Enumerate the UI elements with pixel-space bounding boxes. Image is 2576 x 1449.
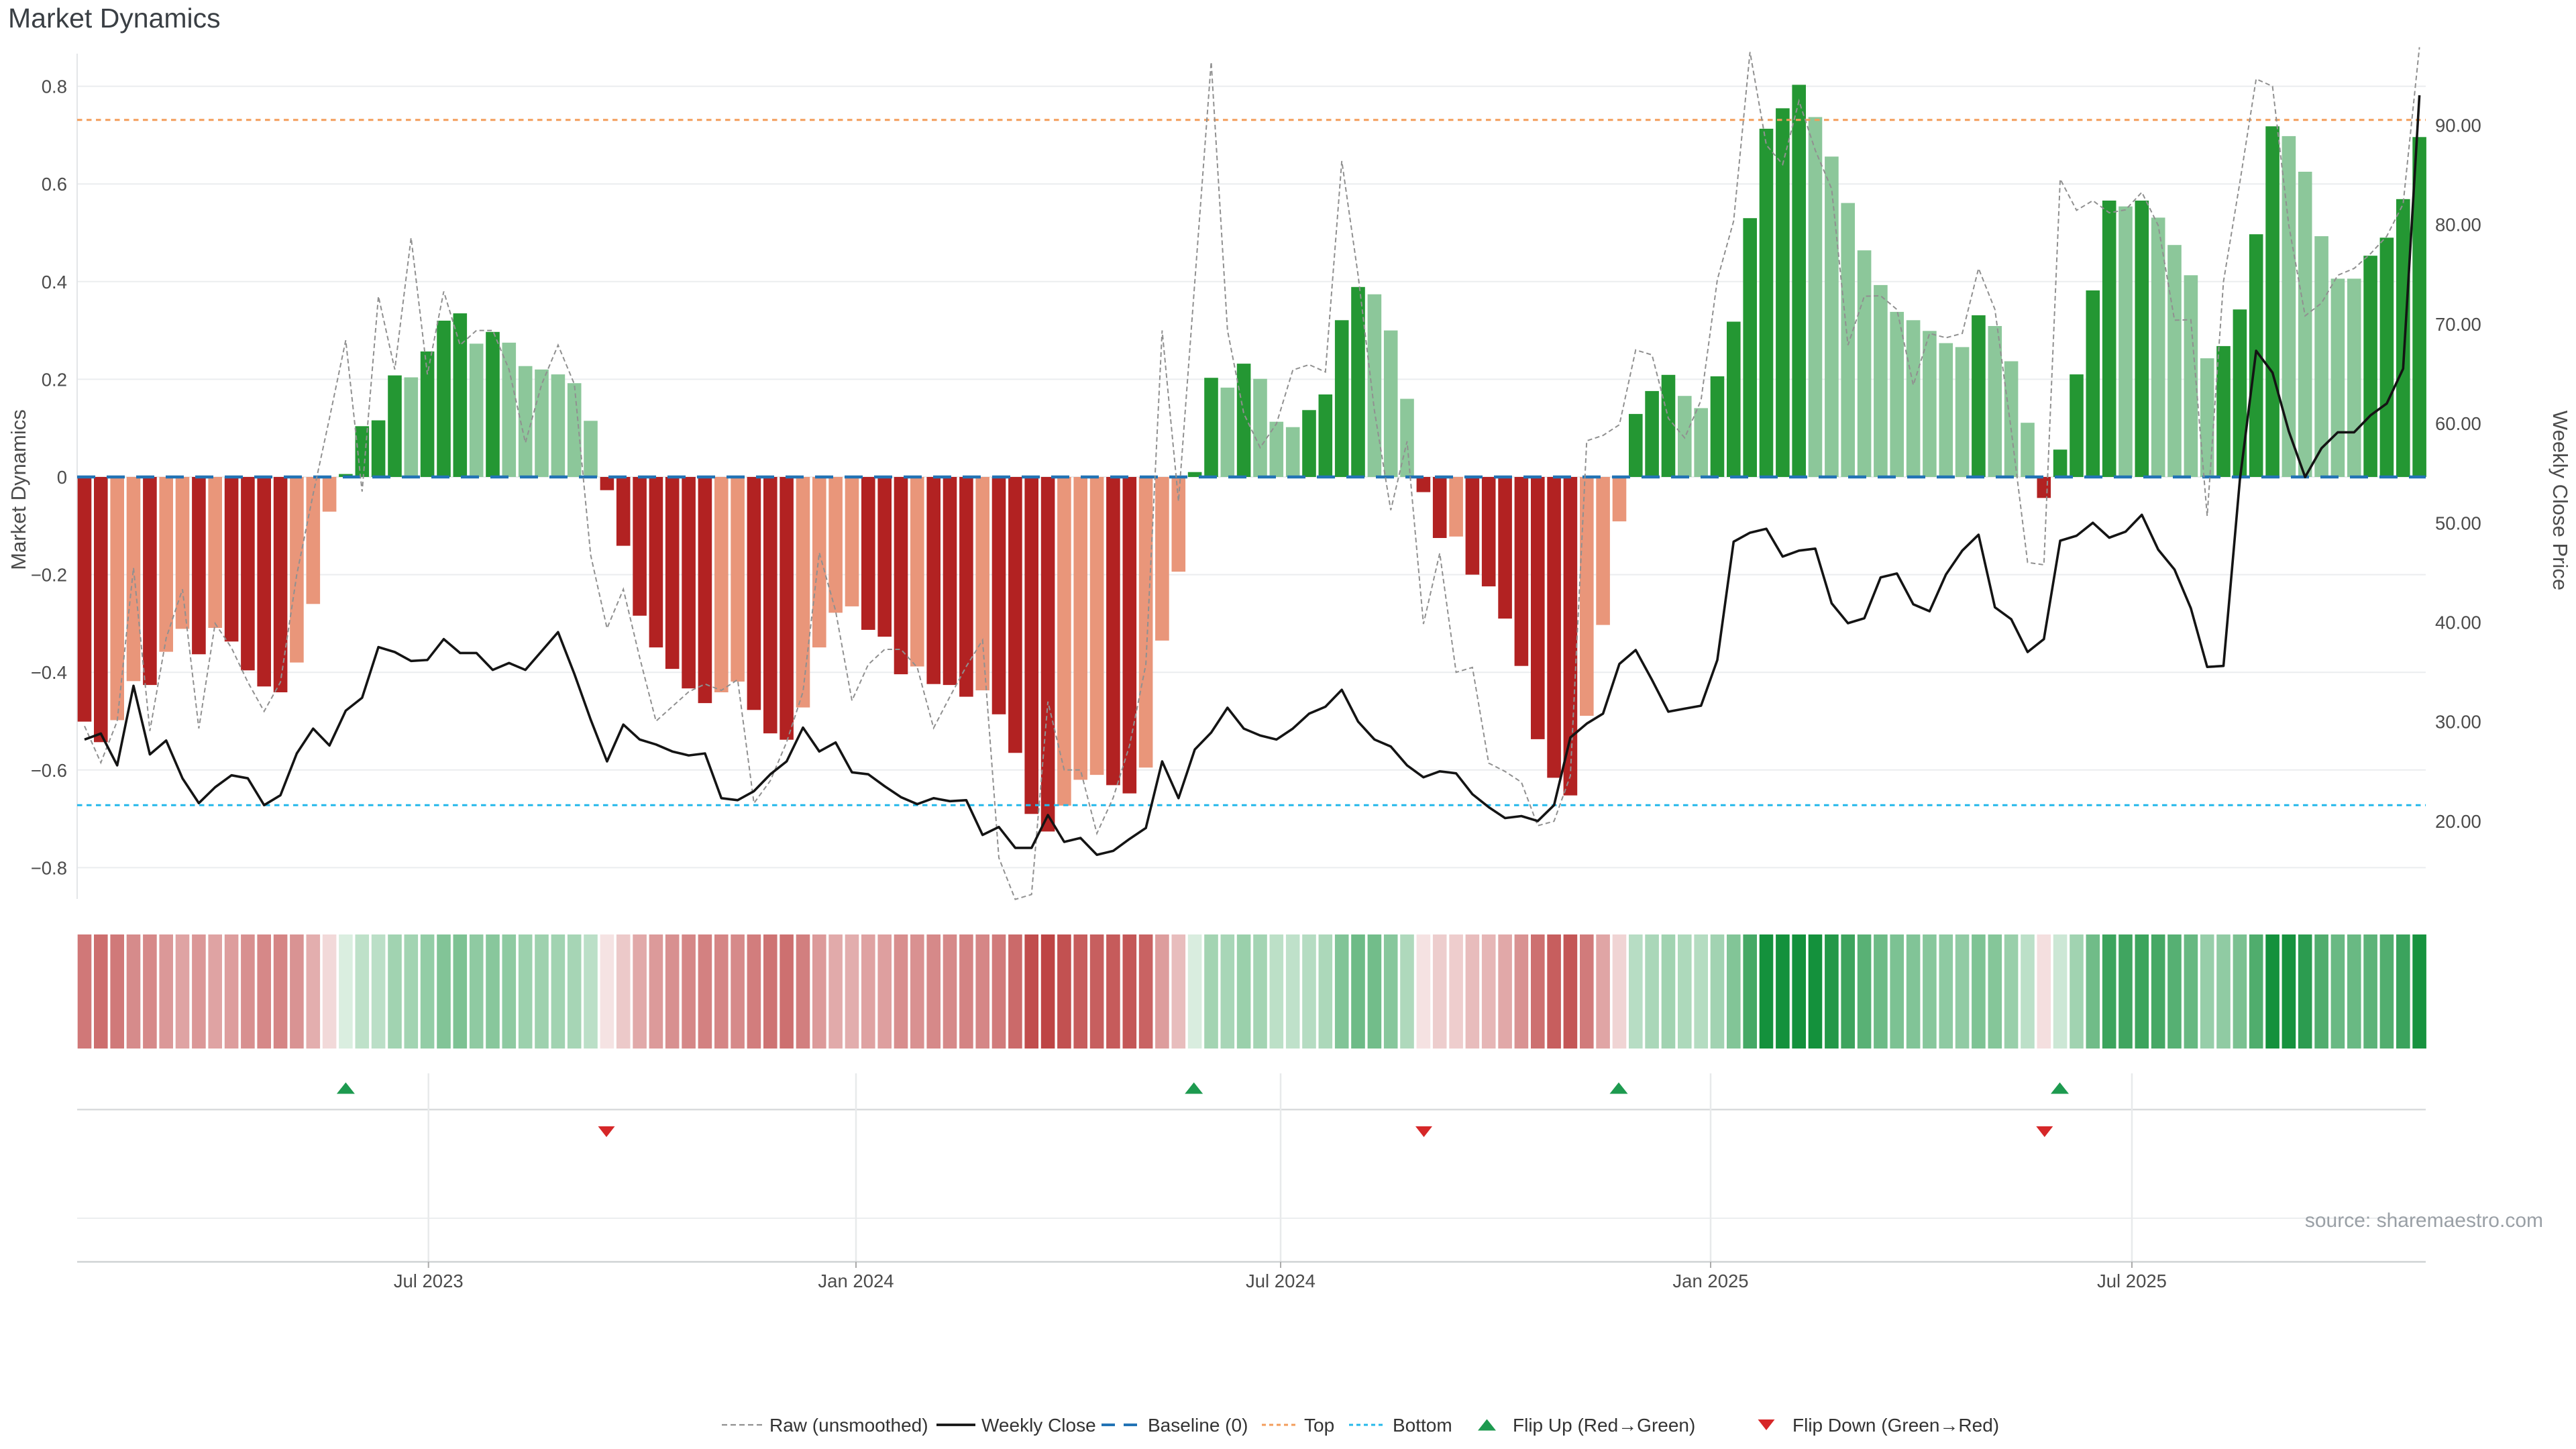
svg-text:Baseline (0): Baseline (0) (1148, 1415, 1248, 1436)
svg-text:60.00: 60.00 (2435, 413, 2481, 434)
svg-text:source: sharemaestro.com: source: sharemaestro.com (2305, 1210, 2543, 1232)
svg-text:−0.2: −0.2 (31, 565, 67, 586)
svg-text:−0.6: −0.6 (31, 760, 67, 781)
svg-text:0.8: 0.8 (42, 76, 67, 97)
svg-text:Raw (unsmoothed): Raw (unsmoothed) (769, 1415, 928, 1436)
svg-text:Weekly Close Price: Weekly Close Price (2548, 411, 2572, 590)
svg-text:20.00: 20.00 (2435, 811, 2481, 832)
svg-text:0.2: 0.2 (42, 369, 67, 390)
svg-text:−0.8: −0.8 (31, 857, 67, 878)
svg-text:0.6: 0.6 (42, 174, 67, 195)
svg-text:50.00: 50.00 (2435, 513, 2481, 533)
svg-text:Market Dynamics: Market Dynamics (7, 409, 30, 570)
svg-text:80.00: 80.00 (2435, 215, 2481, 235)
svg-text:Market Dynamics: Market Dynamics (8, 3, 221, 34)
svg-text:70.00: 70.00 (2435, 314, 2481, 335)
svg-text:Jan 2024: Jan 2024 (818, 1271, 894, 1291)
svg-text:Flip Down (Green→Red): Flip Down (Green→Red) (1792, 1415, 1999, 1436)
svg-text:Jul 2025: Jul 2025 (2097, 1271, 2167, 1291)
svg-text:30.00: 30.00 (2435, 712, 2481, 733)
svg-text:Flip Up (Red→Green): Flip Up (Red→Green) (1513, 1415, 1695, 1436)
svg-text:90.00: 90.00 (2435, 115, 2481, 136)
svg-text:Jan 2025: Jan 2025 (1672, 1271, 1748, 1291)
svg-text:Weekly Close: Weekly Close (981, 1415, 1096, 1436)
svg-text:Bottom: Bottom (1393, 1415, 1452, 1436)
svg-text:Jul 2024: Jul 2024 (1246, 1271, 1316, 1291)
svg-text:Jul 2023: Jul 2023 (394, 1271, 464, 1291)
svg-text:Top: Top (1304, 1415, 1334, 1436)
svg-text:0.4: 0.4 (42, 272, 67, 292)
svg-text:40.00: 40.00 (2435, 612, 2481, 633)
svg-text:−0.4: −0.4 (31, 662, 67, 683)
svg-text:0: 0 (57, 467, 67, 488)
